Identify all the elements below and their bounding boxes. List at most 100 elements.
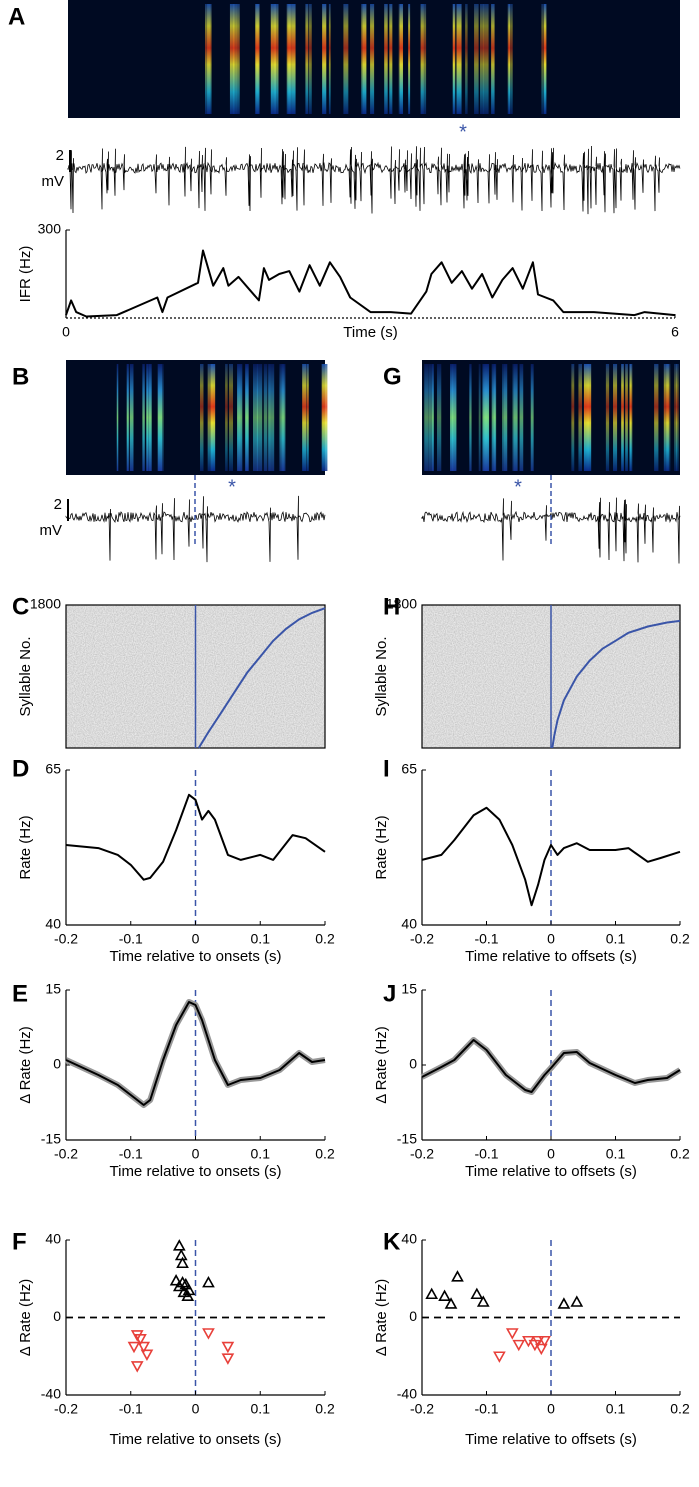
voltage-trace (421, 497, 681, 564)
spectrogram-band (384, 4, 388, 114)
x-tick-label: 0 (547, 1146, 555, 1162)
x-tick-label: 0.2 (670, 1146, 690, 1162)
panel-letter: F (12, 1228, 27, 1255)
spectrogram-band (478, 364, 481, 471)
scale-label: 2 (54, 496, 62, 513)
marker (476, 1295, 490, 1307)
spectrogram-band (148, 364, 152, 471)
marker (174, 1248, 188, 1261)
y-tick-label: 40 (45, 1231, 61, 1247)
spectrogram-band (629, 364, 633, 471)
marker (172, 1239, 186, 1251)
y-axis-label: Rate (Hz) (17, 815, 34, 879)
spectrogram-band (428, 364, 434, 471)
spectrogram-band (399, 4, 404, 114)
x-axis-label: Time relative to onsets (s) (110, 1163, 282, 1180)
spectrogram-band (613, 364, 618, 471)
x-tick-label: 0 (547, 1401, 555, 1417)
spectrogram-band (621, 364, 624, 471)
x-axis-label: Time relative to onsets (s) (110, 948, 282, 965)
spectrogram-band (571, 364, 575, 471)
y-axis-label: Rate (Hz) (373, 815, 390, 879)
spectrogram-band (237, 4, 240, 114)
line (65, 249, 676, 318)
spectrogram-band (578, 364, 582, 471)
panel-letter: B (12, 363, 29, 390)
panel-letter: I (383, 755, 390, 782)
panel-letter: H (383, 593, 400, 620)
y-tick-label: 15 (401, 981, 417, 997)
spectrogram-band (437, 364, 442, 471)
spectrogram-band (211, 364, 216, 471)
spectrogram-band (281, 364, 286, 471)
marker (134, 1334, 147, 1346)
spectrogram-band (485, 364, 489, 471)
spectrogram-band (512, 364, 518, 471)
spectrogram-band (493, 364, 497, 471)
x-axis-label: Time relative to onsets (s) (110, 1431, 282, 1448)
spectrogram (422, 360, 680, 475)
voltage-trace (67, 145, 681, 215)
spectrogram-band (200, 364, 204, 471)
y-tick-label: -15 (41, 1131, 61, 1147)
spectrogram-band (668, 364, 671, 471)
spectrogram-band (274, 4, 279, 114)
spectrogram-band (420, 4, 427, 114)
line (421, 1039, 681, 1093)
spectrogram-band (424, 364, 429, 471)
y-tick-label: -40 (397, 1386, 417, 1402)
spectrogram-band (322, 4, 327, 114)
x-tick-label: 0 (192, 1146, 200, 1162)
x-axis-label: Time (s) (343, 324, 397, 341)
x-tick-label: 0.1 (606, 931, 626, 947)
marker (177, 1285, 191, 1298)
marker (137, 1341, 151, 1354)
line (65, 793, 326, 881)
y-tick-label: 15 (45, 981, 61, 997)
spectrogram-band (674, 364, 678, 471)
spectrogram-band (146, 364, 149, 471)
spectrogram-band (286, 4, 289, 114)
spectrogram-band (225, 364, 228, 471)
spectrogram-band (469, 364, 472, 471)
annotation: * (459, 121, 467, 143)
marker (202, 1275, 215, 1288)
y-axis-label: Δ Rate (Hz) (17, 1026, 34, 1104)
x-tick-label: 0.2 (315, 1146, 335, 1162)
spectrogram-band (229, 4, 235, 114)
x-axis-label: Time relative to offsets (s) (465, 1431, 637, 1448)
y-tick-label: 0 (409, 1308, 417, 1324)
panel-letter: E (12, 980, 28, 1007)
x-tick-label: 0.2 (315, 931, 335, 947)
spectrogram-band (255, 4, 259, 114)
spectrogram-band (308, 4, 312, 114)
y-tick-label: 300 (38, 221, 62, 237)
spectrogram-band (456, 4, 462, 114)
spectrogram-band (491, 4, 495, 114)
y-tick-label: 40 (401, 916, 417, 932)
x-tick-label: -0.2 (54, 1146, 78, 1162)
spectrogram-band (452, 364, 457, 471)
panel-letter: J (383, 980, 396, 1007)
spectrogram-band (541, 4, 547, 114)
sort-curve (551, 619, 681, 749)
y-tick-label: -15 (397, 1131, 417, 1147)
x-tick-label: 0.2 (670, 1401, 690, 1417)
x-tick-label: -0.2 (410, 931, 434, 947)
marker (505, 1328, 519, 1340)
marker (470, 1287, 484, 1300)
spectrogram-band (503, 364, 508, 471)
marker (127, 1341, 141, 1354)
spectrogram-band (346, 4, 349, 114)
spectrogram-band (474, 4, 479, 114)
line (421, 806, 681, 907)
x-axis-label: Time relative to offsets (s) (465, 1163, 637, 1180)
spectrogram-band (257, 4, 260, 114)
marker (512, 1339, 526, 1352)
marker (557, 1297, 571, 1309)
marker (179, 1277, 193, 1290)
spectrogram-band (129, 364, 134, 471)
spectrogram-band (291, 4, 296, 114)
spectrogram (66, 360, 325, 475)
